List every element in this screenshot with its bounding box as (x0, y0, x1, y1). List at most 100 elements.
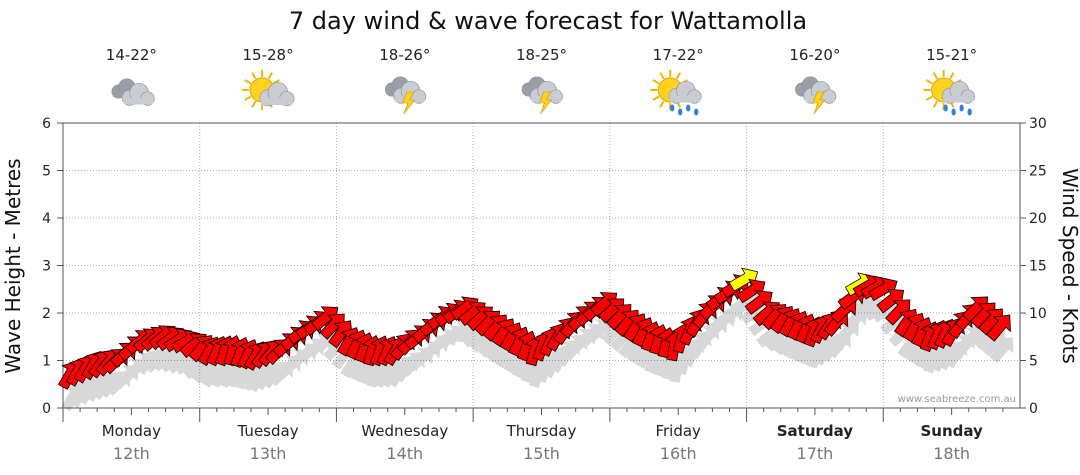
arrow-shadow (856, 296, 885, 320)
arrow-shadow (833, 320, 860, 346)
wind-arrow (728, 267, 759, 292)
right-tick-label: 30 (1029, 116, 1047, 132)
day-label: Thursday (506, 422, 577, 440)
temp-range: 16-20° (789, 46, 840, 64)
date-label: 14th (386, 444, 423, 463)
left-tick-label: 5 (42, 164, 51, 180)
arrow-shadow (254, 363, 278, 391)
storm-icon (795, 76, 837, 115)
arrow-shadow (716, 303, 745, 327)
arrow-shadow (989, 336, 1014, 364)
arrow-shadow (76, 376, 100, 406)
wind-arrow (986, 314, 1011, 342)
arrow-shadow (191, 357, 216, 384)
day-label: Saturday (777, 422, 854, 440)
arrow-shadow (702, 317, 728, 342)
arrow-shadow (724, 296, 753, 320)
right-tick-label: 20 (1029, 211, 1047, 227)
sun-rain-icon (650, 70, 702, 116)
storm-icon (521, 76, 563, 115)
right-tick-label: 0 (1029, 401, 1038, 417)
wind-arrow (876, 288, 905, 314)
arrow-shadow (105, 371, 131, 396)
arrow-shadow (121, 358, 147, 383)
raindrop-shape (943, 104, 948, 112)
temp-range: 15-28° (243, 46, 294, 64)
left-tick-label: 2 (42, 306, 51, 322)
arrow-shadow (563, 333, 588, 361)
temp-range: 14-22° (106, 46, 157, 64)
right-axis-title: Wind Speed - Knots (1058, 168, 1080, 364)
arrow-shadow (578, 324, 604, 349)
raindrop-shape (686, 104, 691, 112)
arrow-shadow (826, 332, 851, 359)
day-label: Sunday (920, 422, 983, 440)
arrow-shadow (290, 342, 319, 367)
arrow-shadow (407, 347, 434, 372)
arrow-shadow (813, 336, 836, 366)
arrow-shadow (430, 328, 458, 352)
raindrop-shape (678, 108, 683, 116)
day-label: Tuesday (237, 422, 299, 440)
date-label: 18th (933, 444, 970, 463)
lightning-shape (812, 91, 826, 115)
arrow-shadow (951, 332, 976, 361)
arrow-shadow (91, 372, 116, 401)
temp-range: 18-25° (516, 46, 567, 64)
wind-arrow (884, 299, 911, 326)
arrow-shadow (61, 382, 85, 412)
left-tick-label: 1 (42, 354, 51, 370)
day-label: Monday (102, 422, 161, 440)
arrow-shadow (159, 349, 187, 373)
arrow-shadow (200, 359, 224, 388)
cloud-shape (668, 80, 702, 104)
arrow-shadow (283, 349, 311, 373)
arrow-shadow (275, 355, 302, 380)
arrow-shadow (570, 328, 596, 354)
date-label: 15th (523, 444, 560, 463)
arrow-shadow (128, 352, 155, 377)
day-labels: Monday 12th Tuesday 13th Wednesday 14th Thursd… (102, 422, 983, 463)
arrow-shadow (438, 325, 466, 349)
weather-row: 14-22° 15-28° 18-26° 18-25° 17-22° 16-20° 15-2… (106, 46, 977, 116)
arrow-shadow (689, 330, 712, 360)
wind-arrow (868, 277, 898, 302)
lightning-shape (402, 91, 416, 115)
wind-arrows (57, 267, 1014, 412)
arrow-shadow (415, 341, 442, 366)
watermark: www.seabreeze.com.au (898, 394, 1016, 405)
arrow-shadow (422, 334, 450, 359)
wind-arrow (744, 290, 773, 315)
arrow-shadow (393, 355, 418, 383)
left-tick-label: 0 (42, 401, 51, 417)
temp-range: 15-21° (926, 46, 977, 64)
lightning-shape (539, 91, 553, 115)
arrow-shadow (556, 339, 580, 367)
arrow-shadow (151, 347, 179, 372)
arrow-shadow (84, 373, 108, 402)
arrow-shadow (98, 371, 123, 399)
arrow-shadow (144, 349, 171, 374)
arrow-shadow (136, 350, 163, 375)
axes: 0 1 2 3 4 5 6 0 5 10 15 20 25 30 (42, 116, 1047, 422)
temp-range: 18-26° (379, 46, 430, 64)
cloud-shape (942, 80, 975, 104)
sun-cloud-icon (242, 70, 295, 110)
raindrop-shape (959, 104, 964, 112)
arrow-shadow (298, 338, 326, 362)
temp-range: 17-22° (653, 46, 704, 64)
arrow-shadow (958, 325, 983, 353)
raindrop-shape (694, 108, 699, 116)
arrow-shadow (247, 363, 271, 393)
wind-arrow (328, 320, 353, 349)
arrow-shadow (937, 341, 960, 371)
sun-rain-icon (923, 70, 975, 116)
right-tick-label: 15 (1029, 259, 1047, 275)
raindrop-shape (670, 104, 675, 112)
arrow-shadow (261, 362, 286, 389)
arrow-marks (57, 267, 1011, 390)
right-tick-label: 25 (1029, 164, 1047, 180)
left-tick-label: 4 (42, 211, 51, 227)
arrow-shadow (69, 379, 93, 409)
